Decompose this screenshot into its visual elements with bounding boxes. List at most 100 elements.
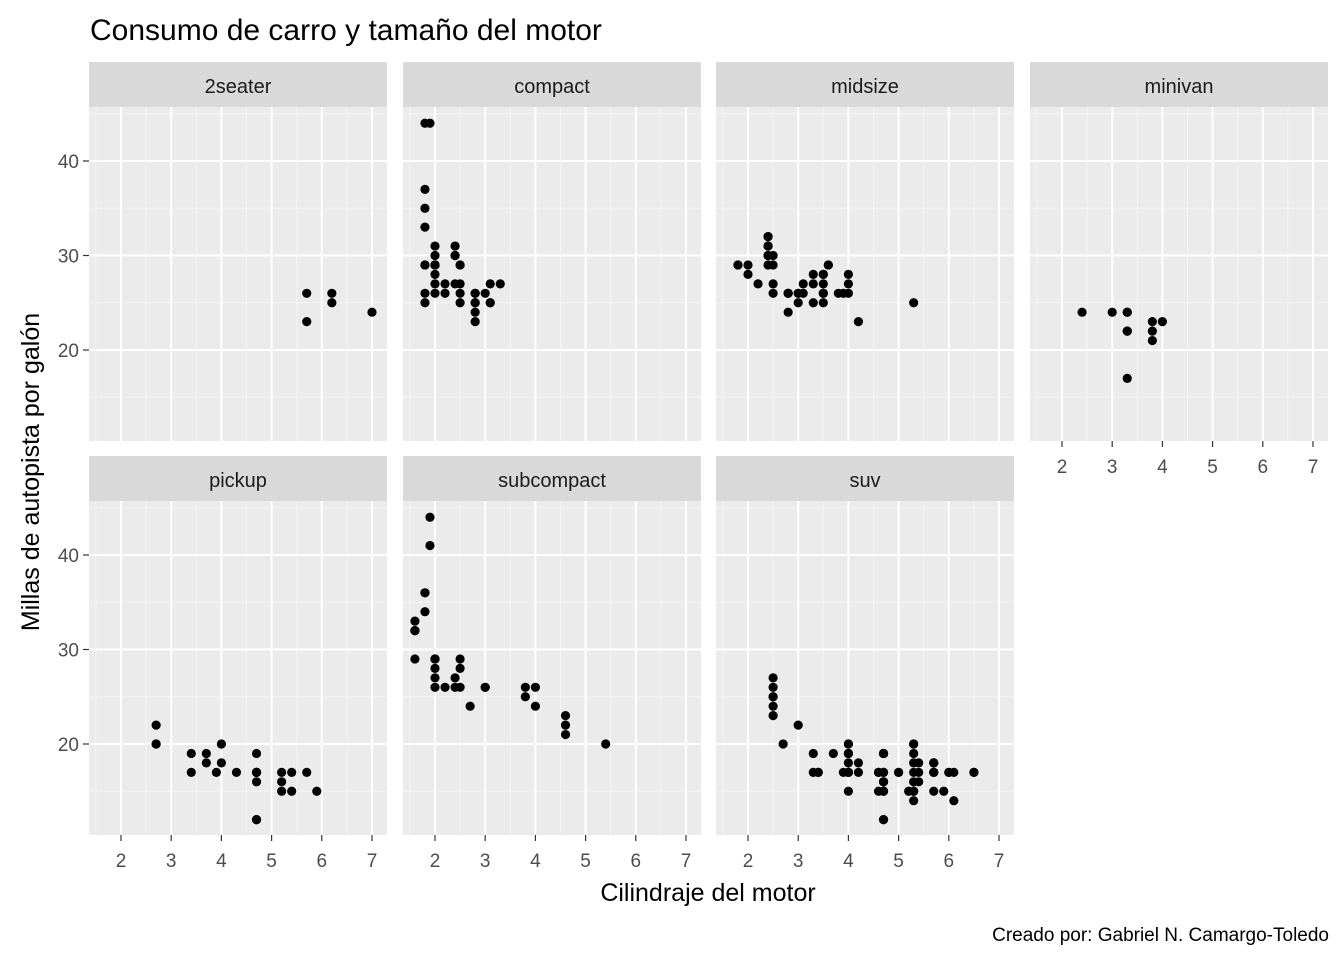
data-point <box>455 260 465 270</box>
facet-label: compact <box>514 76 590 98</box>
x-tick-label: 5 <box>1207 457 1218 478</box>
data-point <box>430 654 440 664</box>
facet-strip <box>716 62 1014 107</box>
facet-strip <box>89 62 387 107</box>
data-point <box>808 748 818 759</box>
data-point <box>949 796 959 806</box>
data-point <box>763 241 773 251</box>
data-point <box>808 298 818 308</box>
data-point <box>520 682 530 692</box>
facet-subcompact: subcompact 2 3 4 5 6 7 <box>403 456 701 872</box>
data-point <box>909 739 919 749</box>
data-point <box>425 540 435 551</box>
y-tick-label: 20 <box>58 735 79 756</box>
x-tick-label: 6 <box>1258 457 1269 478</box>
data-point <box>808 269 818 279</box>
data-point <box>909 777 919 787</box>
data-point <box>151 739 161 749</box>
data-point <box>480 682 490 692</box>
data-point <box>818 279 828 289</box>
x-tick-label: 7 <box>367 851 378 872</box>
chart-title: Consumo de carro y tamaño del motor <box>90 14 602 47</box>
data-point <box>818 269 828 279</box>
data-point <box>768 682 778 692</box>
data-point <box>969 767 979 777</box>
data-point <box>743 269 753 279</box>
data-point <box>778 739 788 749</box>
chart-caption: Creado por: Gabriel N. Camargo-Toledo <box>992 925 1329 946</box>
data-point <box>909 298 919 308</box>
data-point <box>186 767 196 777</box>
data-point <box>211 767 221 777</box>
data-point <box>440 682 450 692</box>
data-point <box>455 663 465 674</box>
data-point <box>843 288 854 298</box>
data-point <box>601 739 611 749</box>
data-point <box>768 692 778 702</box>
panel-background <box>89 107 387 441</box>
facet-strip <box>1030 62 1328 107</box>
data-point <box>530 701 541 711</box>
data-point <box>878 777 889 787</box>
data-point <box>465 701 475 711</box>
data-point <box>430 260 440 270</box>
data-point <box>763 250 773 261</box>
data-point <box>450 250 460 261</box>
data-point <box>440 279 450 289</box>
data-point <box>367 307 377 317</box>
data-point <box>843 786 854 796</box>
data-point <box>768 288 778 298</box>
x-axis-title: Cilindraje del motor <box>600 879 815 907</box>
data-point <box>450 241 460 251</box>
data-point <box>480 288 490 298</box>
data-point <box>783 288 793 298</box>
data-point <box>251 748 262 759</box>
facet-label: suv <box>849 470 880 492</box>
facet-label: minivan <box>1145 76 1214 98</box>
x-tick-label: 2 <box>116 851 127 872</box>
data-point <box>1157 317 1167 327</box>
data-point <box>216 739 226 749</box>
data-point <box>939 786 949 796</box>
panel-background <box>1030 107 1328 441</box>
data-point <box>853 767 864 777</box>
data-point <box>277 777 287 787</box>
facet-label: 2seater <box>205 76 272 98</box>
x-tick-label: 4 <box>530 851 541 872</box>
data-point <box>1147 335 1157 346</box>
facet-strip <box>89 456 387 501</box>
data-point <box>878 786 889 796</box>
facet-label: midsize <box>831 76 899 98</box>
data-point <box>818 288 828 298</box>
facet-suv: suv 2 3 4 5 6 7 <box>716 456 1014 872</box>
data-point <box>909 767 919 777</box>
data-point <box>768 701 778 711</box>
x-tick-label: 5 <box>266 851 277 872</box>
data-point <box>430 673 440 683</box>
data-point <box>843 748 854 759</box>
data-point <box>1122 373 1132 383</box>
data-point <box>430 663 440 674</box>
y-tick-label: 40 <box>58 546 79 567</box>
data-point <box>440 288 450 298</box>
facet-panels: 2seater 20 30 40 compact midsize minivan 2 3 4 5 6 7… <box>58 62 1328 872</box>
x-tick-label: 3 <box>1107 457 1118 478</box>
data-point <box>530 682 541 692</box>
data-point <box>878 815 889 825</box>
data-point <box>455 682 465 692</box>
data-point <box>430 279 440 289</box>
data-point <box>420 222 430 232</box>
x-tick-label: 6 <box>317 851 328 872</box>
data-point <box>410 626 420 636</box>
data-point <box>430 682 440 692</box>
x-tick-label: 4 <box>216 851 227 872</box>
data-point <box>808 279 818 289</box>
data-point <box>793 298 803 308</box>
data-point <box>430 288 440 298</box>
data-point <box>1122 307 1132 317</box>
data-point <box>1147 326 1157 336</box>
x-tick-label: 3 <box>480 851 491 872</box>
data-point <box>909 796 919 806</box>
data-point <box>430 269 440 279</box>
x-tick-label: 4 <box>1157 457 1168 478</box>
